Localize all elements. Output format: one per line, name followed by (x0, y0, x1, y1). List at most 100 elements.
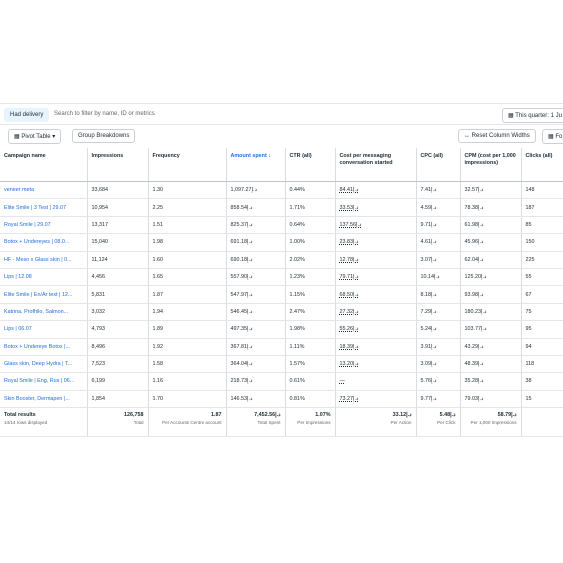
format-text: Fo (555, 134, 563, 140)
campaign-name[interactable]: Katrina, Profhilo, Salmon... (4, 308, 69, 315)
table-cell: 4.59د.إ (416, 198, 461, 217)
cell-value: 2.25 (152, 204, 164, 211)
cell-value: 67 (525, 291, 532, 298)
table-row: Skin Booster, Dermapen |... 1,854 1.70 146.… (0, 390, 563, 409)
column-header[interactable]: CTR (all) (285, 148, 336, 182)
cell-value: 1.71% (289, 204, 305, 211)
reset-button[interactable]: ↔ Reset Column Widths (458, 129, 536, 143)
column-title: CPC (all) (420, 153, 443, 159)
table-cell: 3,032 (87, 303, 149, 322)
table-cell: 218.73د.إ (226, 372, 286, 391)
data-table: Campaign name Impressions Frequency Amount … (0, 148, 563, 438)
cell-value: 6,199 (91, 378, 106, 385)
table-row: Elite Smile | 3 Test | 29.07 10,954 2.25 85… (0, 198, 563, 217)
column-header[interactable]: CPM (cost per 1,000 impressions) (460, 148, 522, 182)
cell-value: 93.98د.إ (464, 291, 484, 298)
cell-value: 23.83د.إ (339, 239, 359, 246)
cell-value: 1.65 (152, 274, 164, 281)
cell-value: 0.61% (289, 378, 305, 385)
reset-text: Reset Column Widths (471, 133, 530, 139)
table-cell: 9.71د.إ (416, 216, 461, 235)
campaign-name[interactable]: Lips | 12.08 (4, 274, 32, 281)
table-cell: Elite Smile | 3 Test | 29.07 (0, 198, 88, 217)
table-cell: 94 (521, 338, 563, 356)
table-cell: 0.64% (285, 216, 336, 235)
table-cell: 103.77د.إ (460, 320, 522, 339)
cell-value: 55.26د.إ (339, 326, 359, 333)
campaign-name[interactable]: Skin Booster, Dermapen |... (4, 395, 70, 402)
campaign-name[interactable]: Elite Smile | 3 Test | 29.07 (4, 204, 67, 211)
group-button[interactable]: Group Breakdowns (72, 129, 136, 143)
cell-value: 364.04د.إ (230, 361, 253, 368)
campaign-name[interactable]: Lips | 06.07 (4, 326, 32, 333)
cell-value: 103.77د.إ (464, 326, 487, 333)
table-cell: 1.71% (285, 198, 336, 217)
column-header[interactable]: Frequency (148, 148, 227, 182)
column-header[interactable]: Clicks (all) (521, 148, 563, 182)
table-cell: 43.29د.إ (460, 338, 522, 356)
cell-value: 1.58 (152, 361, 164, 368)
campaign-name[interactable]: veneer meta (4, 187, 34, 194)
table-cell: 0.81% (285, 390, 336, 409)
table-cell: — (335, 372, 417, 391)
table-cell: 1.70 (148, 390, 227, 409)
cell-value: 1.70 (152, 395, 164, 402)
campaign-name[interactable]: Botox + Undereye Botox |... (4, 343, 70, 350)
table-cell: 13,317 (87, 216, 149, 235)
campaign-name[interactable]: Royal Smile | Eng, Rus | 06... (4, 378, 75, 385)
column-header[interactable]: Impressions (87, 148, 149, 182)
totals-cell: 1.07% Per Impressions (285, 407, 336, 438)
date-range[interactable]: ▦ This quarter: 1 Ju (502, 108, 563, 123)
cell-value: 546.45د.إ (230, 308, 253, 315)
totals-note: Per 1,000 Impressions (470, 420, 517, 426)
column-header[interactable]: Amount spent ↓ (226, 148, 286, 182)
campaign-name[interactable]: Botox + Undereyes | 08.0... (4, 239, 70, 246)
cell-value: 0.81% (289, 395, 305, 402)
campaign-name[interactable]: HF - Meso x Glass skin | 0... (4, 256, 72, 263)
cell-value: 9.77د.إ (420, 395, 437, 402)
pivot-button[interactable]: ▦ Pivot Table ▾ (8, 129, 62, 144)
format-button[interactable]: ▦ Fo (542, 129, 563, 144)
table-cell: 497.35د.إ (226, 320, 286, 339)
table-cell: 68.50د.إ (335, 285, 417, 304)
column-title: Cost per messaging conversation started (339, 153, 393, 166)
search-input[interactable]: Search to filter by name, ID or metrics (54, 111, 155, 117)
table-cell: 2.47% (285, 303, 336, 322)
cell-value: 557.90د.إ (230, 274, 253, 281)
table-cell: 0.61% (285, 372, 336, 391)
cell-value: 33,684 (91, 187, 109, 194)
cell-value: 497.35د.إ (230, 326, 253, 333)
cell-value: 1.87 (152, 291, 164, 298)
table-row: Glass skin, Deep Hydra | T... 7,523 1.58 36… (0, 355, 563, 374)
cell-value: 7.29د.إ (420, 308, 437, 315)
campaign-name[interactable]: Glass skin, Deep Hydra | T... (4, 361, 73, 368)
campaign-name[interactable]: Elite Smile | En/Ar text | 12... (4, 291, 73, 298)
table-cell: Elite Smile | En/Ar text | 12... (0, 285, 88, 304)
cell-value: 1.57% (289, 361, 305, 368)
column-title: CTR (all) (289, 153, 312, 159)
cell-value: 3,032 (91, 308, 106, 315)
column-header[interactable]: Campaign name (0, 148, 88, 182)
table-cell: Lips | 12.08 (0, 268, 88, 287)
column-title: Clicks (all) (525, 153, 553, 159)
toolbar: ▦ Pivot Table ▾ Group Breakdowns ↔ Reset… (0, 127, 563, 147)
table-cell: 4.61د.إ (416, 233, 461, 252)
table-row: Royal Smile | Eng, Rus | 06... 6,199 1.16 2… (0, 372, 563, 391)
table-cell: 13.20د.إ (335, 355, 417, 374)
cell-value: 1.98% (289, 326, 305, 333)
column-header[interactable]: Cost per messaging conversation started (335, 148, 417, 182)
table-cell: 1.94 (148, 303, 227, 322)
table-cell: 1.23% (285, 268, 336, 287)
cell-value: 78.38د.إ (464, 204, 484, 211)
table-cell: 10.14د.إ (416, 268, 461, 287)
filter-chip[interactable]: Had delivery (4, 108, 50, 122)
table-cell: 84.41د.إ (335, 181, 417, 200)
table-cell: 8.18د.إ (416, 285, 461, 304)
totals-row: Total results 14/14 rows displayed 126,758… (0, 407, 563, 438)
table-cell: 1.65 (148, 268, 227, 287)
cell-value: 95 (525, 326, 532, 333)
table-row: Lips | 12.08 4,456 1.65 557.90د.إ 1.23% 79.71… (0, 268, 563, 287)
campaign-name[interactable]: Royal Smile | 29.07 (4, 221, 51, 228)
column-header[interactable]: CPC (all) (416, 148, 461, 182)
